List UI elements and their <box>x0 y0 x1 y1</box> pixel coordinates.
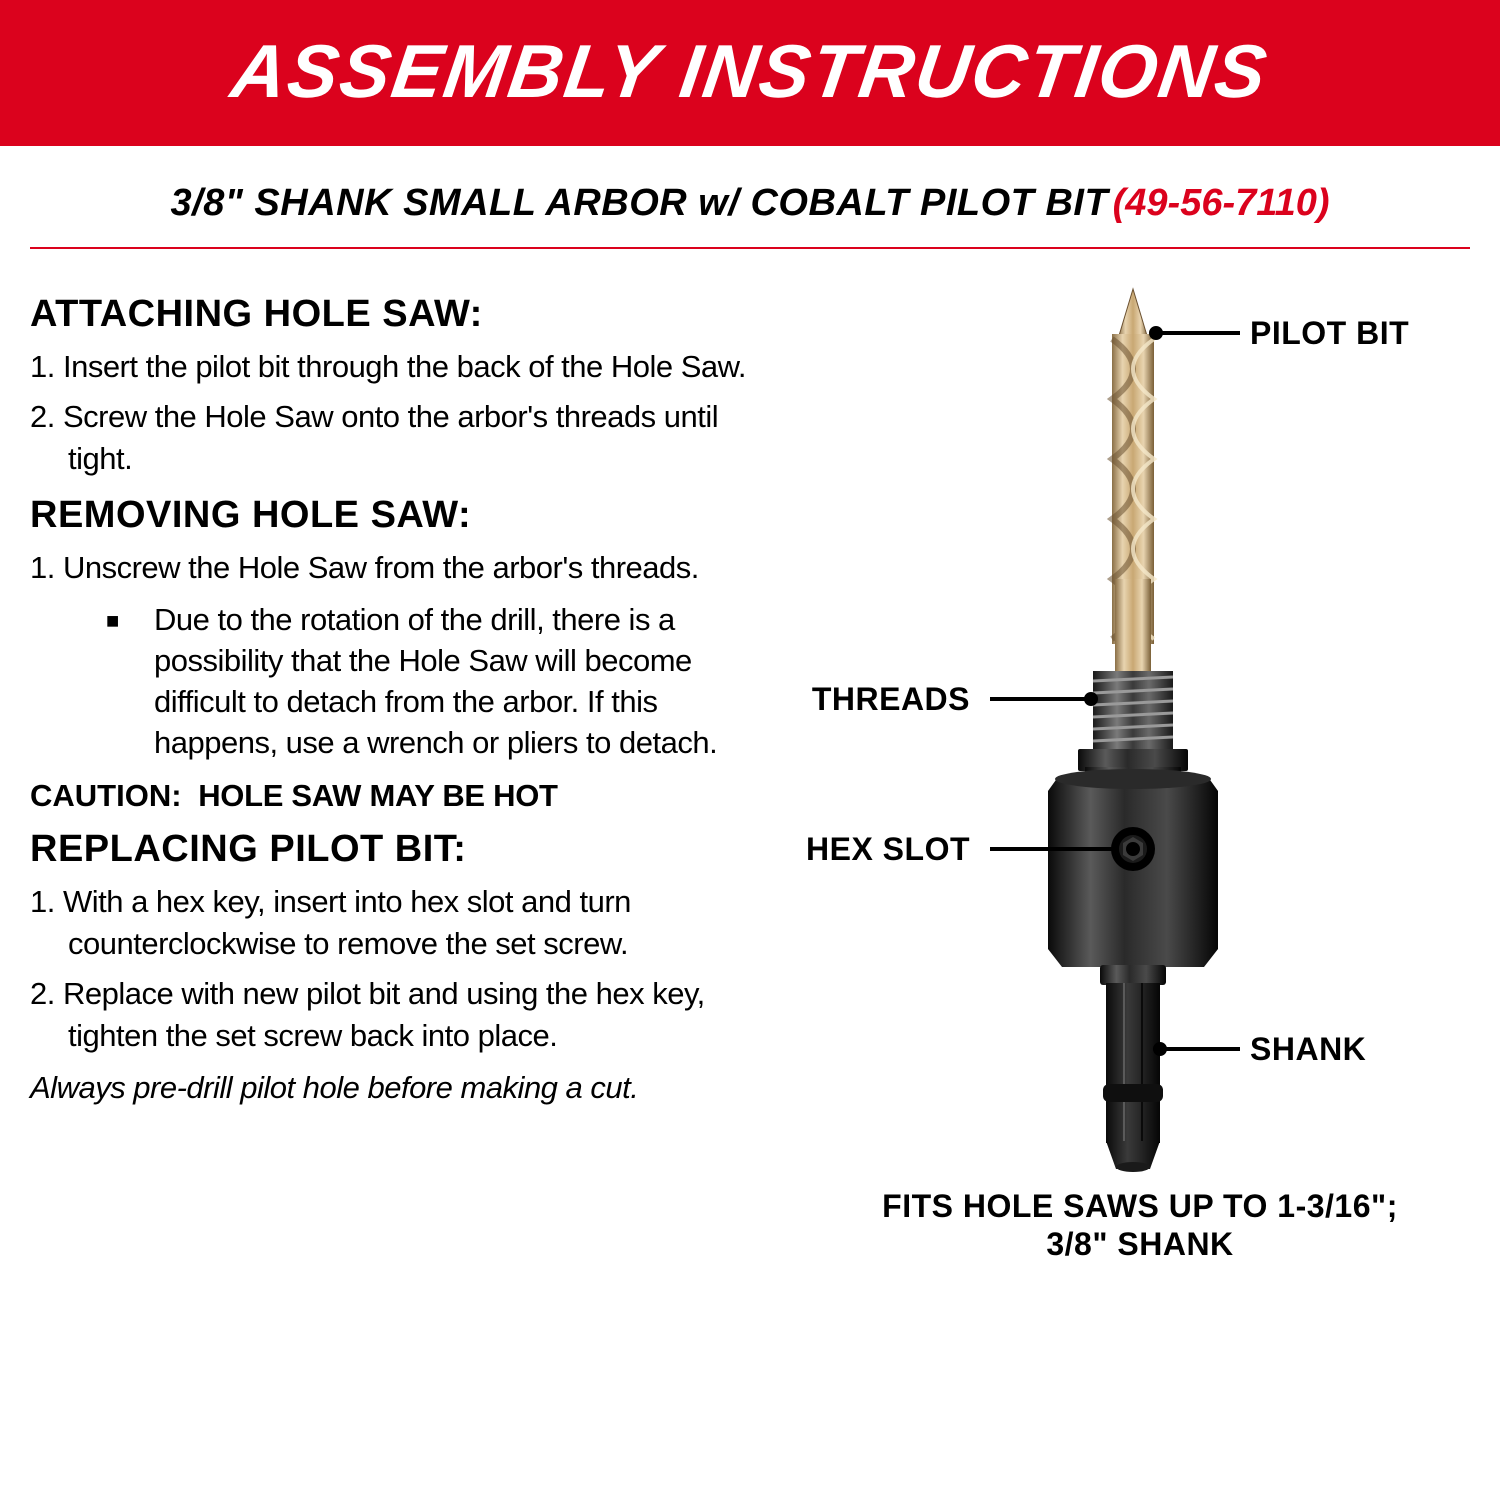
subheader: 3/8" SHANK SMALL ARBOR w/ COBALT PILOT B… <box>30 146 1470 249</box>
header-bar: ASSEMBLY INSTRUCTIONS <box>0 0 1500 146</box>
bullet-icon: ■ <box>106 600 154 764</box>
attach-heading: ATTACHING HOLE SAW: <box>30 293 780 336</box>
page-title: ASSEMBLY INSTRUCTIONS <box>0 28 1500 114</box>
attach-step-2: 2. Screw the Hole Saw onto the arbor's t… <box>30 396 780 480</box>
content-area: ATTACHING HOLE SAW: 1. Insert the pilot … <box>0 249 1500 1279</box>
label-hex-slot: HEX SLOT <box>806 831 970 868</box>
fits-note: FITS HOLE SAWS UP TO 1-3/16"; 3/8" SHANK <box>860 1187 1420 1264</box>
remove-step-1: 1. Unscrew the Hole Saw from the arbor's… <box>30 547 780 589</box>
remove-bullet-text: Due to the rotation of the drill, there … <box>154 600 780 764</box>
product-code: (49-56-7110) <box>1113 182 1330 224</box>
arbor-diagram <box>800 279 1470 1279</box>
diagram-column: PILOT BIT THREADS HEX SLOT SHANK FITS HO… <box>800 279 1470 1279</box>
label-threads: THREADS <box>812 681 970 718</box>
fits-note-line1: FITS HOLE SAWS UP TO 1-3/16"; <box>860 1187 1420 1225</box>
instructions-column: ATTACHING HOLE SAW: 1. Insert the pilot … <box>30 279 800 1279</box>
fits-note-line2: 3/8" SHANK <box>860 1225 1420 1263</box>
remove-heading: REMOVING HOLE SAW: <box>30 494 780 537</box>
replace-step-2: 2. Replace with new pilot bit and using … <box>30 973 780 1057</box>
remove-bullet: ■ Due to the rotation of the drill, ther… <box>106 600 780 764</box>
attach-step-1: 1. Insert the pilot bit through the back… <box>30 346 780 388</box>
caution-label: CAUTION: <box>30 778 182 813</box>
label-shank: SHANK <box>1250 1031 1366 1068</box>
caution-body: HOLE SAW MAY BE HOT <box>198 778 557 813</box>
replace-step-1: 1. With a hex key, insert into hex slot … <box>30 881 780 965</box>
replace-heading: REPLACING PILOT BIT: <box>30 828 780 871</box>
product-name: 3/8" SHANK SMALL ARBOR w/ COBALT PILOT B… <box>171 182 1109 224</box>
predrill-note: Always pre-drill pilot hole before makin… <box>30 1070 780 1106</box>
caution-text: CAUTION: HOLE SAW MAY BE HOT <box>30 778 780 814</box>
label-pilot-bit: PILOT BIT <box>1250 315 1409 352</box>
